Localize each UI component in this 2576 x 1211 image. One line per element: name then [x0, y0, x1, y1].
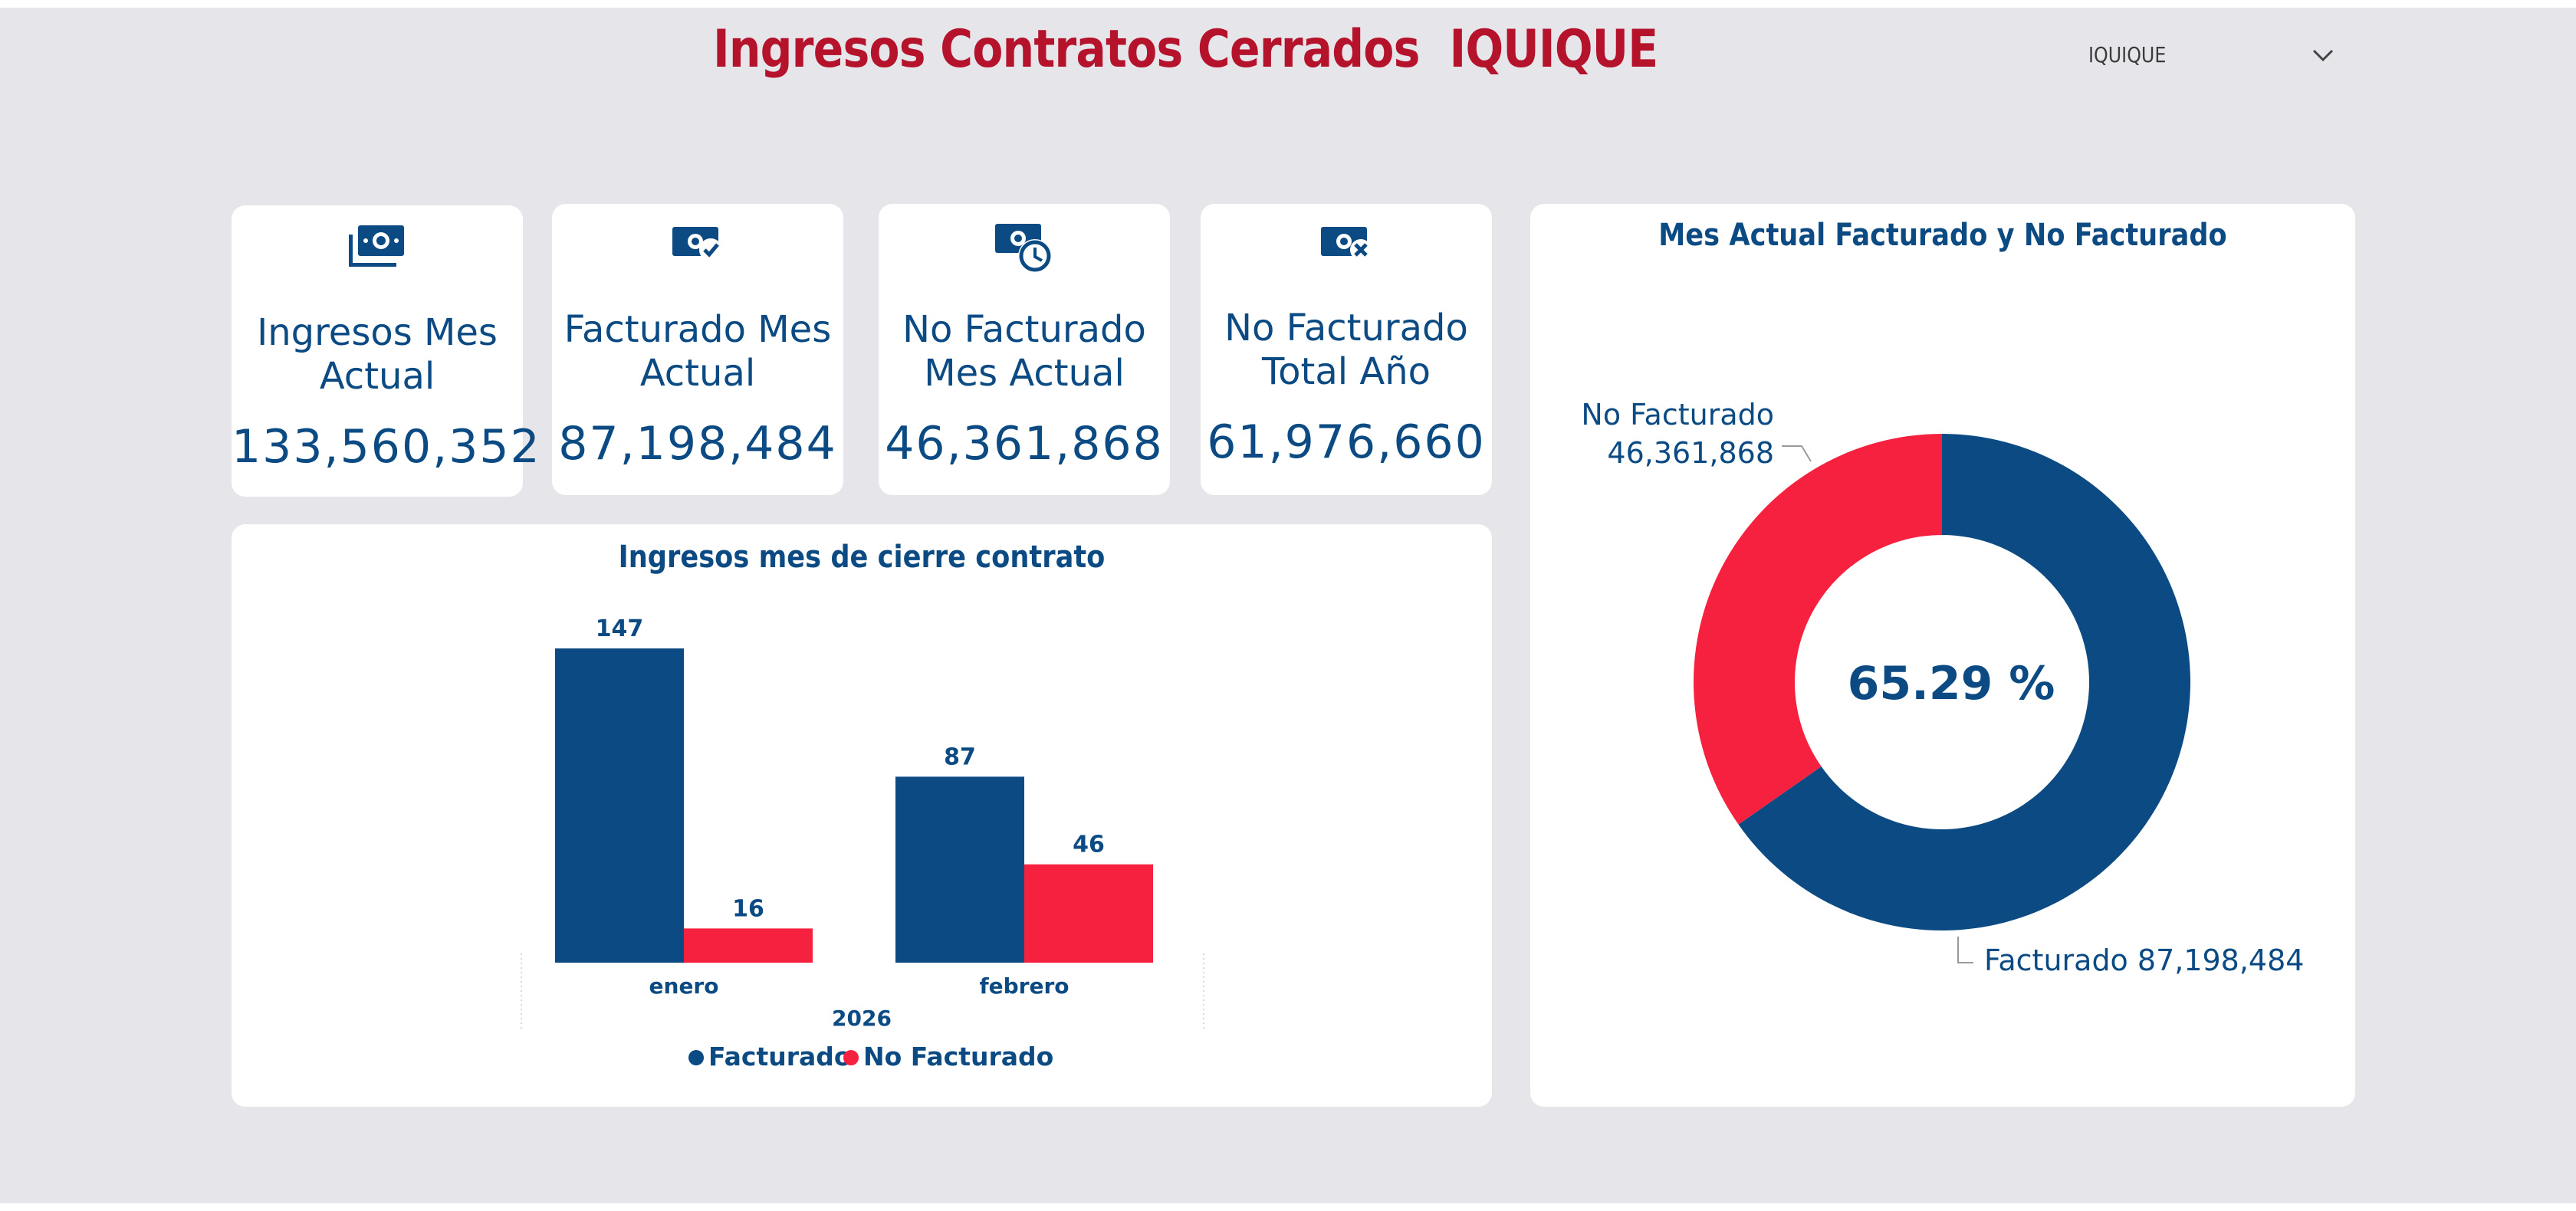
bar-chart-card: Ingresos mes de cierre contrato 147 16 ene… [232, 524, 1492, 1107]
legend-marker [843, 1050, 859, 1065]
legend-item[interactable]: Facturado [708, 1042, 852, 1072]
slice-label-facturado: Facturado 87,198,484 [1984, 944, 2304, 977]
kpi-label-line: Actual [639, 352, 756, 395]
donut-slice-no-facturado[interactable] [1694, 434, 1942, 825]
slice-label-no-facturado-name: No Facturado [1581, 398, 1774, 432]
chevron-down-icon[interactable] [2308, 41, 2338, 69]
slice-label-no-facturado-value: 46,361,868 [1607, 436, 1774, 470]
kpi-card-no-facturado-mes-actual: No Facturado Mes Actual 46,361,868 [879, 204, 1170, 495]
bar-data-label: 87 [944, 743, 976, 770]
legend-marker [688, 1050, 704, 1065]
bar-chart: 147 16 enero 87 46 febrero 2026 Facturado No Fac… [521, 615, 1204, 1072]
bar-data-label: 147 [596, 615, 644, 642]
kpi-card-facturado-mes-actual: Facturado Mes Actual 87,198,484 [552, 204, 843, 495]
kpi-label: No Facturado Mes Actual [879, 308, 1170, 395]
donut-chart-card: Mes Actual Facturado y No Facturado 65.2… [1530, 204, 2355, 1107]
kpi-label-line: Ingresos Mes [257, 311, 498, 354]
donut-slice-facturado[interactable] [1738, 434, 2190, 930]
money-x-icon [1321, 227, 1372, 261]
kpi-card-no-facturado-total-ano: No Facturado Total Año 61,976,660 [1201, 204, 1492, 495]
label-leader-line [1782, 445, 1812, 462]
kpi-label-line: No Facturado [1224, 307, 1468, 350]
kpi-label: Facturado Mes Actual [552, 308, 843, 395]
page-title: Ingresos Contratos Cerrados IQUIQUE [713, 19, 1658, 80]
money-check-icon [672, 227, 722, 261]
bar-data-label: 16 [732, 895, 764, 922]
kpi-value: 133,560,352 [232, 420, 541, 474]
donut-center-label: 65.29 % [1848, 657, 2055, 711]
kpi-value: 87,198,484 [558, 417, 837, 471]
donut-chart: 65.29 % Facturado 87,198,484 No Facturado 4… [1581, 398, 2304, 977]
bar-enero-no-facturado[interactable] [684, 928, 813, 963]
x-group-label: 2026 [832, 1006, 892, 1031]
x-tick-label: enero [649, 973, 719, 999]
slicer-selected-value: IQUIQUE [2088, 42, 2167, 67]
kpi-label: Ingresos Mes Actual [232, 311, 523, 399]
money-clock-icon [995, 224, 1052, 273]
x-tick-label: febrero [979, 973, 1069, 999]
kpi-label-line: Mes Actual [924, 352, 1125, 395]
kpi-label-line: No Facturado [902, 308, 1146, 351]
bar-febrero-no-facturado[interactable] [1024, 864, 1153, 963]
donut-chart-title: Mes Actual Facturado y No Facturado [1658, 218, 2227, 253]
city-slicer-dropdown[interactable]: IQUIQUE [2085, 38, 2338, 72]
bar-febrero-facturado[interactable] [895, 776, 1024, 963]
legend-item[interactable]: No Facturado [863, 1042, 1053, 1072]
kpi-label-line: Total Año [1262, 350, 1431, 393]
kpi-label-line: Facturado Mes [564, 308, 832, 351]
label-leader-line [1957, 937, 1973, 963]
bar-data-label: 46 [1073, 832, 1105, 858]
bar-enero-facturado[interactable] [555, 648, 684, 963]
kpi-label: No Facturado Total Año [1201, 307, 1492, 394]
kpi-value: 61,976,660 [1207, 415, 1486, 469]
kpi-label-line: Actual [319, 355, 435, 398]
kpi-value: 46,361,868 [885, 417, 1164, 471]
kpi-card-ingresos-mes-actual: Ingresos Mes Actual 133,560,352 [232, 205, 541, 497]
report-canvas: Ingresos Contratos Cerrados IQUIQUE IQUI… [0, 8, 2576, 1203]
bar-chart-title: Ingresos mes de cierre contrato [618, 540, 1106, 575]
money-stack-icon [349, 225, 404, 267]
